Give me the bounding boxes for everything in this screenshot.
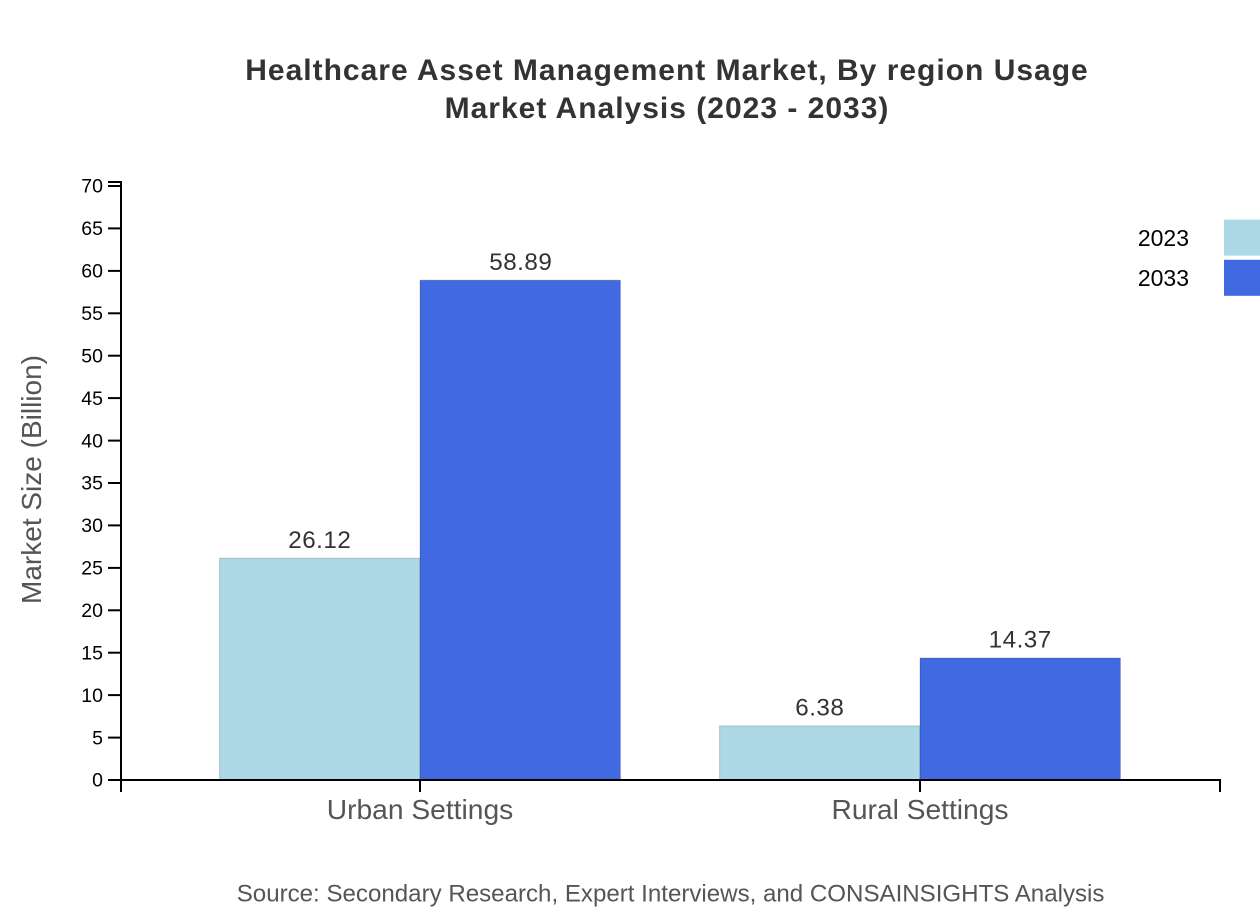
svg-text:2023: 2023 <box>1138 225 1189 251</box>
svg-text:14.37: 14.37 <box>989 627 1052 654</box>
svg-text:40: 40 <box>81 430 103 452</box>
svg-text:2033: 2033 <box>1138 265 1189 291</box>
svg-text:25: 25 <box>81 558 103 580</box>
svg-text:Healthcare Asset Management Ma: Healthcare Asset Management Market, By r… <box>245 54 1089 87</box>
svg-text:50: 50 <box>81 345 103 367</box>
svg-text:Market Analysis (2023 - 2033): Market Analysis (2023 - 2033) <box>445 92 890 125</box>
svg-text:70: 70 <box>81 176 103 198</box>
svg-text:6.38: 6.38 <box>795 695 844 722</box>
svg-text:60: 60 <box>81 261 103 283</box>
svg-text:65: 65 <box>81 218 103 240</box>
svg-text:26.12: 26.12 <box>288 527 351 554</box>
svg-text:35: 35 <box>81 473 103 495</box>
svg-text:15: 15 <box>81 642 103 664</box>
svg-text:Market Size (Billion): Market Size (Billion) <box>16 355 47 604</box>
svg-text:58.89: 58.89 <box>489 249 552 276</box>
svg-text:20: 20 <box>81 600 103 622</box>
svg-text:Source: Secondary Research, Ex: Source: Secondary Research, Expert Inter… <box>237 881 1105 908</box>
svg-text:10: 10 <box>81 685 103 707</box>
svg-text:5: 5 <box>92 727 103 749</box>
svg-text:0: 0 <box>92 770 103 792</box>
svg-text:45: 45 <box>81 388 103 410</box>
svg-text:55: 55 <box>81 303 103 325</box>
svg-text:Rural Settings: Rural Settings <box>831 793 1008 825</box>
svg-text:30: 30 <box>81 515 103 537</box>
svg-text:Urban Settings: Urban Settings <box>327 793 513 825</box>
